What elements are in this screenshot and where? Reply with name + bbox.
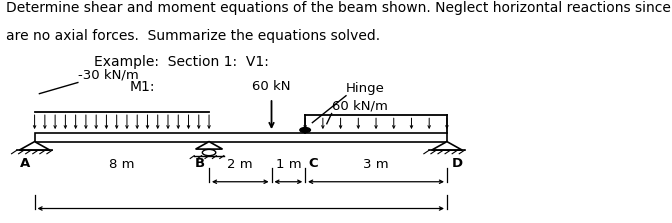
Text: C: C [308, 157, 318, 170]
Text: D: D [452, 157, 463, 170]
Text: 60 kN: 60 kN [252, 80, 291, 93]
Text: A: A [19, 157, 30, 170]
Text: M1:: M1: [130, 80, 155, 94]
Circle shape [300, 128, 310, 132]
Polygon shape [19, 142, 50, 150]
Polygon shape [431, 142, 462, 150]
Text: Example:  Section 1:  V1:: Example: Section 1: V1: [93, 55, 269, 69]
Text: Determine shear and moment equations of the beam shown. Neglect horizontal react: Determine shear and moment equations of … [6, 1, 672, 15]
Text: 3 m: 3 m [364, 158, 389, 171]
Text: 2 m: 2 m [227, 158, 253, 171]
Text: B: B [195, 157, 205, 170]
Polygon shape [196, 142, 222, 149]
Text: 1 m: 1 m [276, 158, 301, 171]
Bar [34, 133, 447, 142]
Text: 60 kN/m: 60 kN/m [331, 100, 388, 113]
Text: -30 kN/m: -30 kN/m [78, 68, 138, 81]
Text: are no axial forces.  Summarize the equations solved.: are no axial forces. Summarize the equat… [6, 29, 380, 43]
Text: Hinge: Hinge [346, 82, 385, 95]
Text: 8 m: 8 m [109, 158, 134, 171]
